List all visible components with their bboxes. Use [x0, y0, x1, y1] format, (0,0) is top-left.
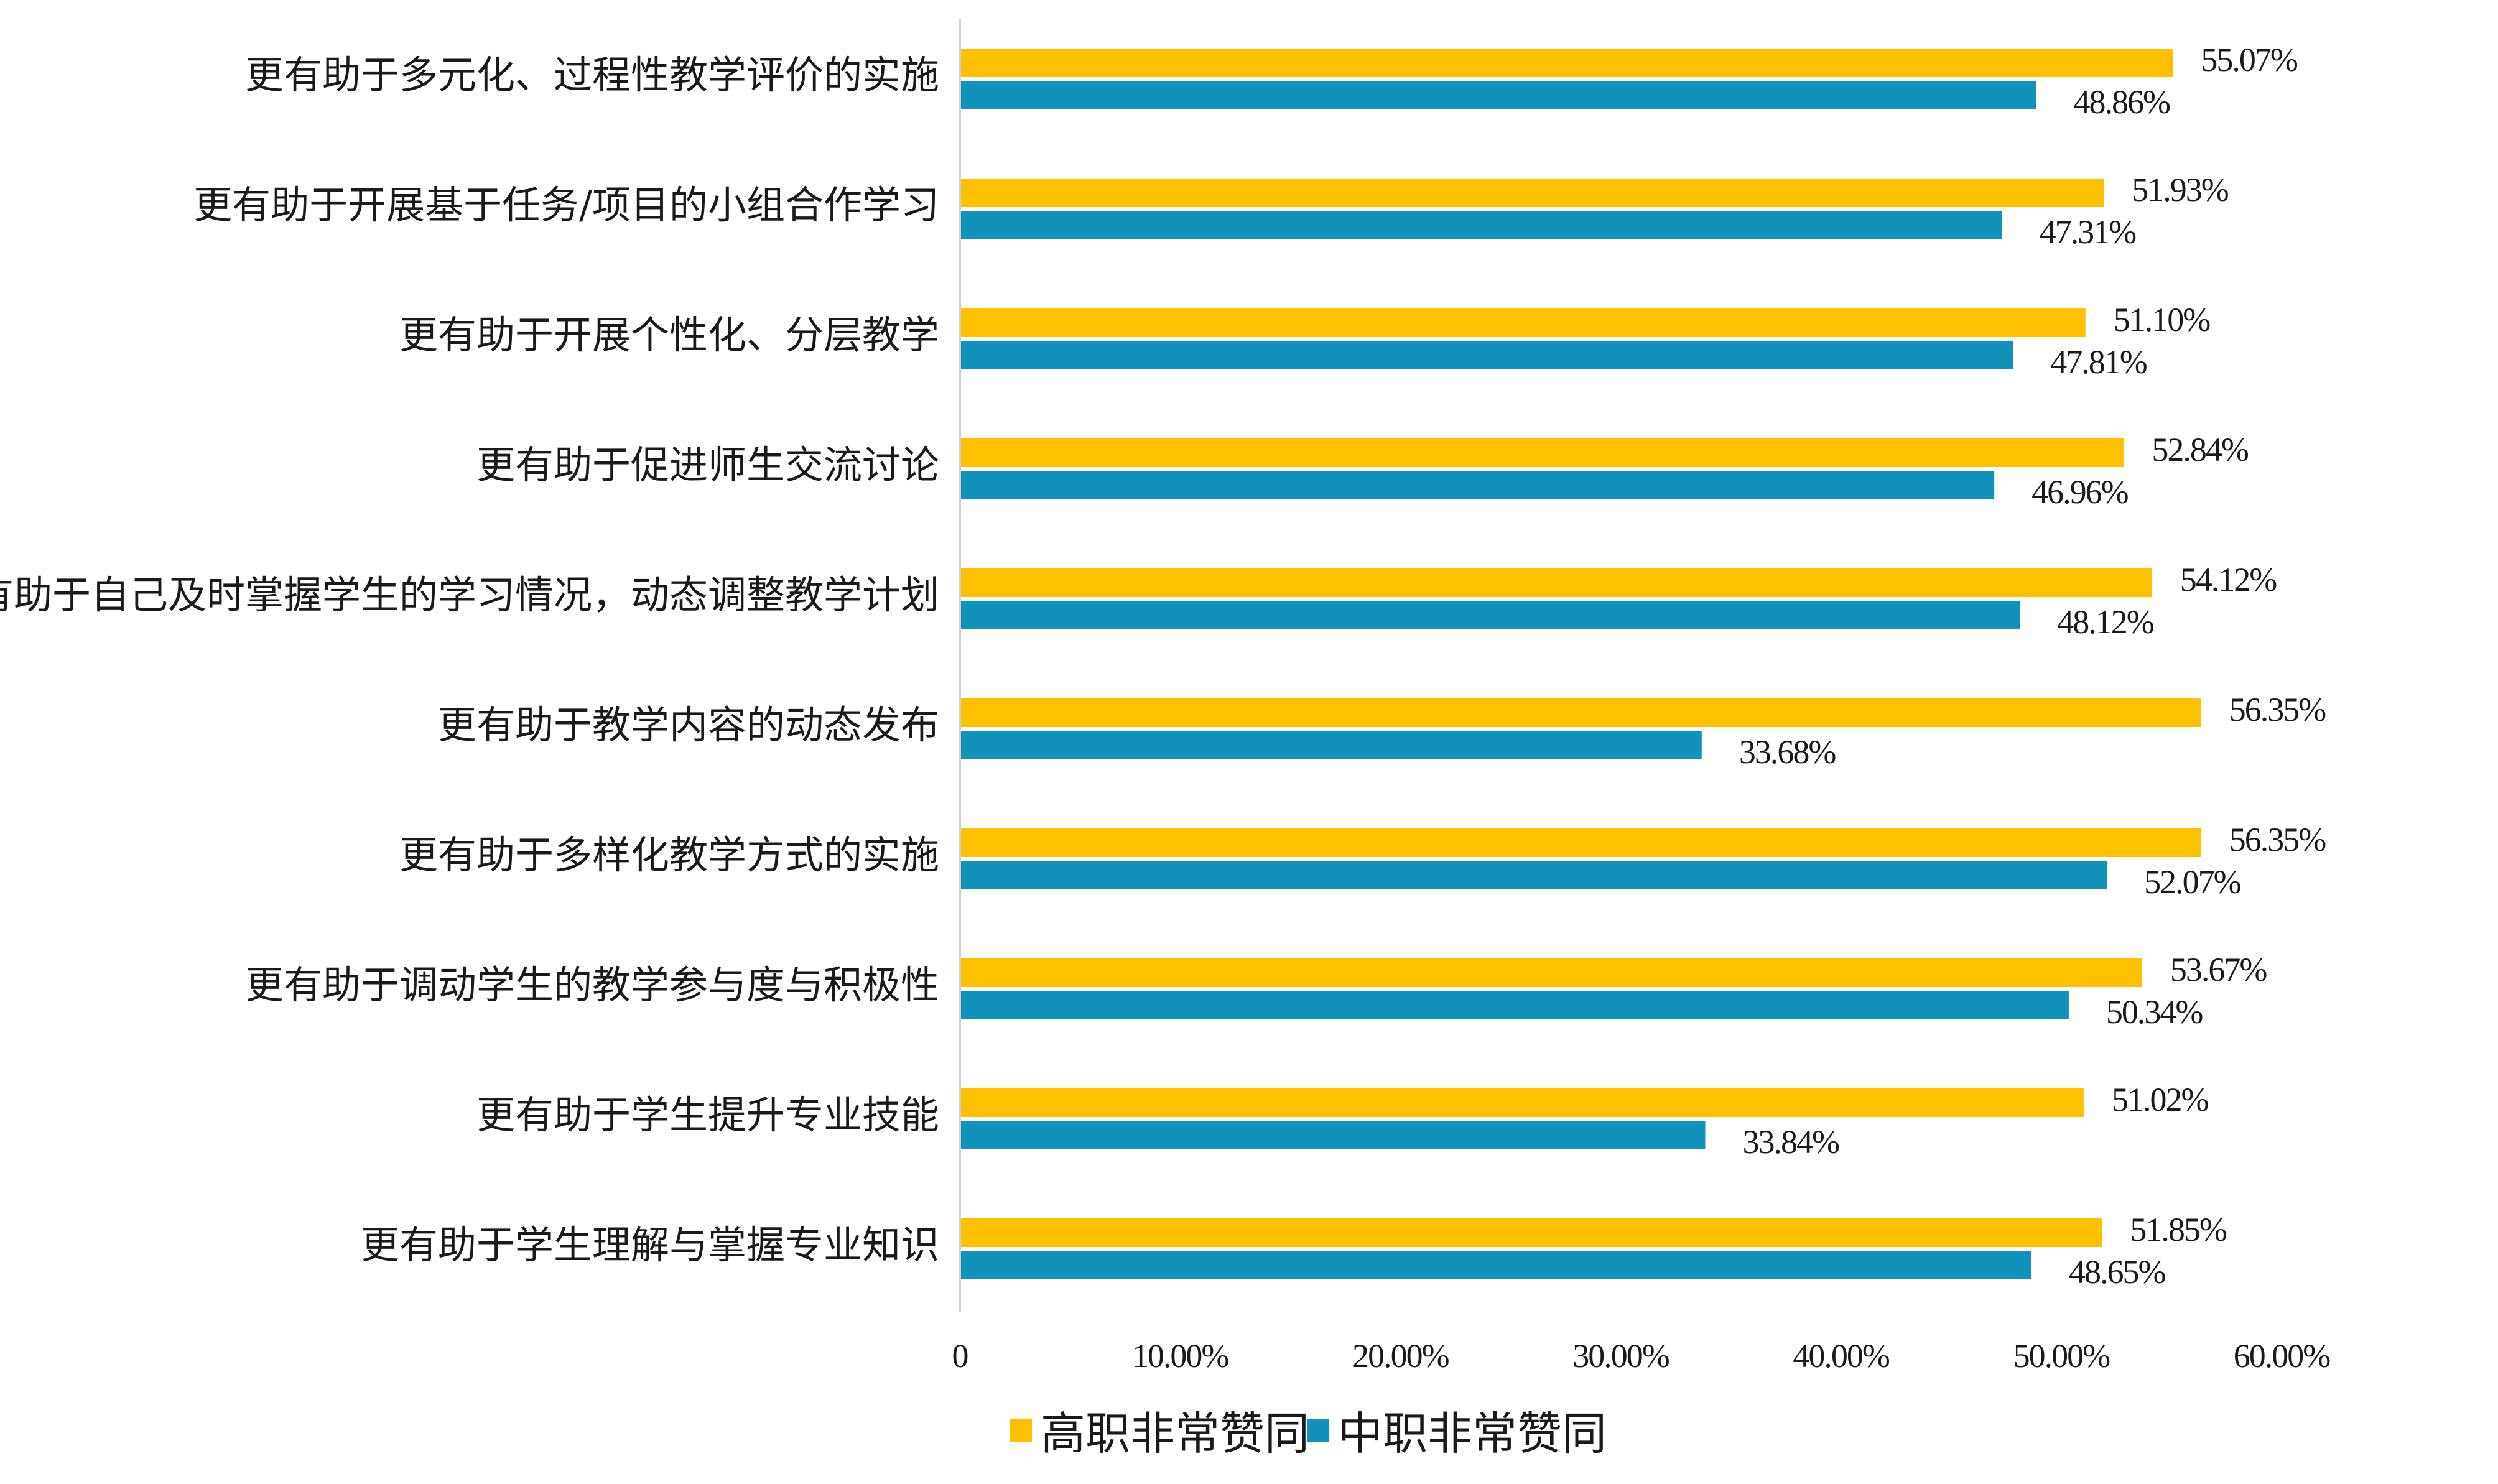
category-label: 更有助于调动学生的教学参与度与积极性 [245, 962, 939, 1008]
data-label: 56.35% [2229, 821, 2326, 858]
labels-layer: 更有助于多元化、过程性教学评价的实施 55.07% 48.86% 更有助于开展基于任务… [0, 41, 2327, 1291]
bar-zhongzhi [960, 731, 1702, 759]
bar-gaozhi [960, 958, 2142, 987]
data-label: 48.65% [2069, 1253, 2166, 1291]
data-label: 52.07% [2144, 863, 2241, 901]
data-label: 56.35% [2229, 691, 2326, 728]
data-label: 48.86% [2073, 83, 2170, 121]
category-label: 更有助于多元化、过程性教学评价的实施 [245, 52, 939, 98]
bar-gaozhi [960, 308, 2086, 337]
category-label: 更有助于多样化教学方式的实施 [399, 832, 939, 878]
x-tick-label: 30.00% [1572, 1337, 1669, 1375]
legend: 高职非常赞同 中职非常赞同 [1010, 1407, 1607, 1460]
bar-gaozhi [960, 179, 2104, 207]
data-label: 51.02% [2112, 1081, 2209, 1118]
data-label: 51.10% [2114, 301, 2211, 338]
x-tick-label: 20.00% [1352, 1337, 1449, 1375]
data-label: 47.31% [2040, 213, 2137, 251]
bar-zhongzhi [960, 991, 2069, 1019]
data-label: 47.81% [2050, 343, 2147, 381]
legend-swatch [1307, 1419, 1329, 1442]
bar-zhongzhi [960, 471, 1995, 499]
data-label: 33.84% [1743, 1123, 1840, 1161]
data-label: 33.68% [1739, 733, 1836, 771]
x-tick-label: 0 [952, 1337, 968, 1375]
data-label: 52.84% [2152, 431, 2249, 468]
bar-gaozhi [960, 1218, 2102, 1247]
category-label: 更有助于学生提升专业技能 [476, 1092, 939, 1138]
bar-gaozhi [960, 828, 2201, 857]
x-axis-ticks: 0 10.00% 20.00% 30.00% 40.00% 50.00% 60.00% [952, 1337, 2332, 1375]
data-label: 50.34% [2106, 993, 2203, 1031]
data-label: 53.67% [2170, 951, 2267, 988]
bar-gaozhi [960, 568, 2152, 597]
bars-layer [960, 49, 2201, 1279]
x-tick-label: 50.00% [2013, 1337, 2110, 1375]
bar-gaozhi [960, 49, 2173, 77]
x-tick-label: 40.00% [1793, 1337, 1890, 1375]
data-label: 46.96% [2031, 473, 2129, 511]
bar-zhongzhi [960, 341, 2013, 369]
bar-zhongzhi [960, 211, 2002, 239]
bar-zhongzhi [960, 861, 2107, 889]
bar-zhongzhi [960, 601, 2020, 629]
data-label: 48.12% [2057, 603, 2154, 641]
x-tick-label: 10.00% [1132, 1337, 1229, 1375]
data-label: 51.93% [2132, 171, 2229, 208]
bar-zhongzhi [960, 1251, 2032, 1279]
data-label: 54.12% [2180, 561, 2277, 598]
legend-swatch [1010, 1419, 1032, 1442]
legend-label: 中职非常赞同 [1338, 1407, 1607, 1460]
bar-zhongzhi [960, 1121, 1706, 1149]
category-label: 更有助于开展基于任务/项目的小组合作学习 [193, 182, 939, 228]
category-label: 更有助于自己及时掌握学生的学习情况，动态调整教学计划 [0, 572, 939, 618]
category-label: 更有助于促进师生交流讨论 [476, 442, 939, 488]
x-tick-label: 60.00% [2234, 1337, 2331, 1375]
category-label: 更有助于开展个性化、分层教学 [399, 312, 939, 358]
bar-gaozhi [960, 1088, 2084, 1117]
category-label: 更有助于学生理解与掌握专业知识 [361, 1222, 939, 1268]
bar-gaozhi [960, 438, 2124, 467]
data-label: 55.07% [2201, 41, 2298, 78]
legend-label: 高职非常赞同 [1041, 1407, 1309, 1460]
bar-gaozhi [960, 698, 2201, 727]
category-label: 更有助于教学内容的动态发布 [438, 702, 939, 748]
bar-zhongzhi [960, 81, 2036, 109]
data-label: 51.85% [2130, 1211, 2227, 1248]
